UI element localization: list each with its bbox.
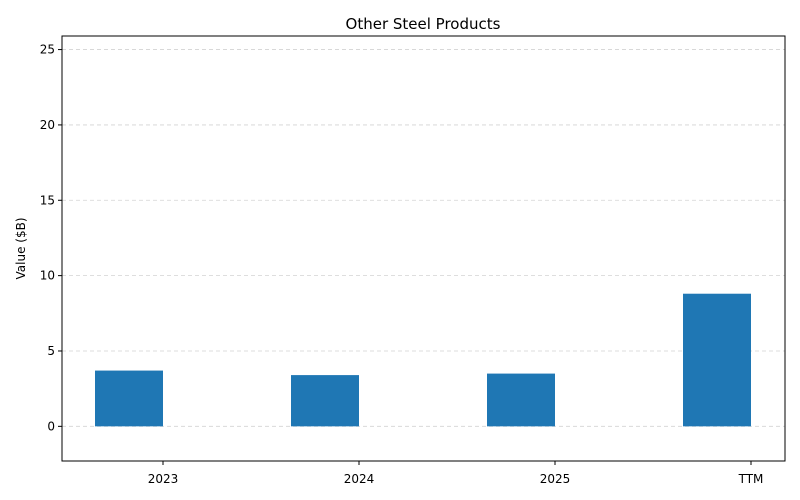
bar-ttm [683, 293, 751, 427]
bar-2025 [487, 373, 555, 427]
x-tick-label: 2023 [148, 472, 179, 486]
chart-title: Other Steel Products [346, 15, 501, 33]
y-axis-ticks: 0 5 10 15 20 25 [40, 43, 62, 433]
x-tick-label: 2024 [344, 472, 375, 486]
x-axis-ticks: 2023 2024 2025 TTM [148, 461, 764, 486]
grid-lines [62, 49, 785, 427]
bars [95, 293, 751, 427]
y-tick-label: 0 [47, 419, 55, 433]
y-tick-label: 15 [40, 193, 55, 207]
y-tick-label: 10 [40, 269, 55, 283]
x-tick-label: TTM [738, 472, 764, 486]
y-axis-label: Value ($B) [14, 218, 28, 280]
y-tick-label: 5 [47, 344, 55, 358]
plot-frame [61, 35, 786, 462]
bar-2024 [291, 375, 359, 427]
bar-2023 [95, 370, 163, 427]
y-tick-label: 20 [40, 118, 55, 132]
y-tick-label: 25 [40, 43, 55, 57]
x-tick-label: 2025 [540, 472, 571, 486]
